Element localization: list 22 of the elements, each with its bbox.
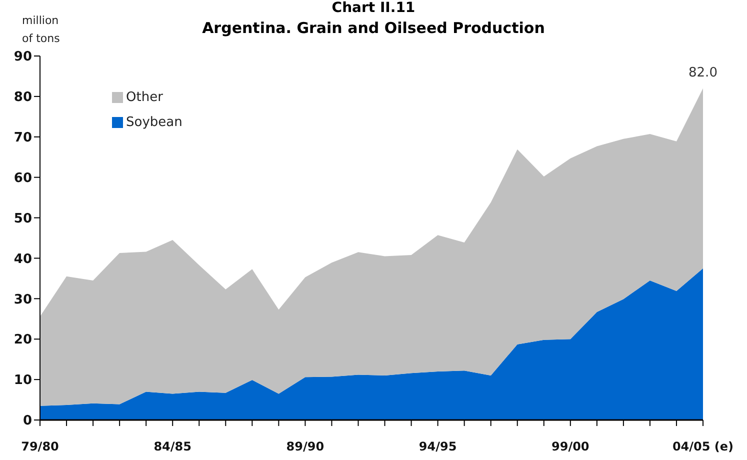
chart-title: Chart II.11 bbox=[332, 0, 416, 16]
legend-label: Other bbox=[126, 90, 163, 105]
y-axis-title: million of tons bbox=[22, 13, 61, 47]
y-tick-label: 40 bbox=[14, 252, 32, 267]
y-tick-label: 60 bbox=[14, 170, 32, 186]
x-tick-label: 79/80 bbox=[21, 440, 59, 454]
legend-label: Soybean bbox=[126, 115, 182, 130]
y-tick-label: 50 bbox=[14, 211, 32, 226]
y-tick-label: 10 bbox=[14, 373, 32, 388]
x-tick-label: 84/85 bbox=[154, 440, 192, 454]
y-tick-label: 30 bbox=[14, 292, 32, 308]
annotation: 82.0 bbox=[688, 65, 718, 80]
x-tick-label: 99/00 bbox=[552, 440, 590, 454]
y-tick-label: 90 bbox=[14, 50, 32, 65]
x-tick-label: 94/95 bbox=[418, 440, 457, 454]
x-tick-label: 89/90 bbox=[286, 440, 324, 454]
y-tick-label: 20 bbox=[14, 332, 32, 348]
y-tick-label: 0 bbox=[22, 414, 32, 429]
x-tick-label: 04/05 (e) bbox=[672, 440, 734, 454]
y-tick-label: 80 bbox=[14, 90, 32, 106]
chart-subtitle: Argentina. Grain and Oilseed Production bbox=[202, 19, 545, 37]
y-tick-label: 70 bbox=[14, 130, 32, 146]
